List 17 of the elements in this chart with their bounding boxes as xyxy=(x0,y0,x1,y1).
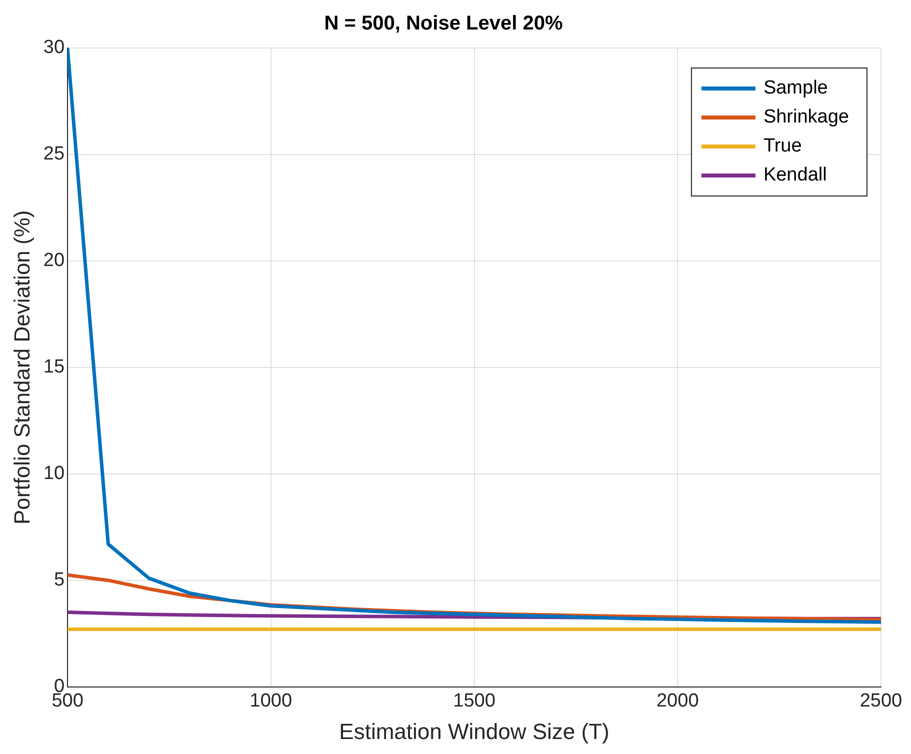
x-tick-label: 2000 xyxy=(656,690,699,712)
legend-label: Kendall xyxy=(763,164,827,186)
y-tick-label: 15 xyxy=(43,356,65,378)
x-axis-title: Estimation Window Size (T) xyxy=(339,718,610,744)
x-tick-label: 2500 xyxy=(860,690,902,712)
y-tick-label: 10 xyxy=(43,463,65,484)
chart-title: N = 500, Noise Level 20% xyxy=(324,12,563,35)
x-tick-label: 1000 xyxy=(250,690,292,712)
legend-label: Sample xyxy=(763,78,828,99)
y-tick-label: 25 xyxy=(43,144,65,165)
legend-label: True xyxy=(763,136,802,157)
y-tick-label: 5 xyxy=(54,570,65,591)
y-axis-title: Portfolio Standard Deviation (%) xyxy=(9,210,34,525)
y-tick-label: 30 xyxy=(43,37,65,58)
y-tick-label: 20 xyxy=(43,250,65,272)
legend-label: Shrinkage xyxy=(763,106,850,128)
x-tick-label: 1500 xyxy=(453,690,496,712)
